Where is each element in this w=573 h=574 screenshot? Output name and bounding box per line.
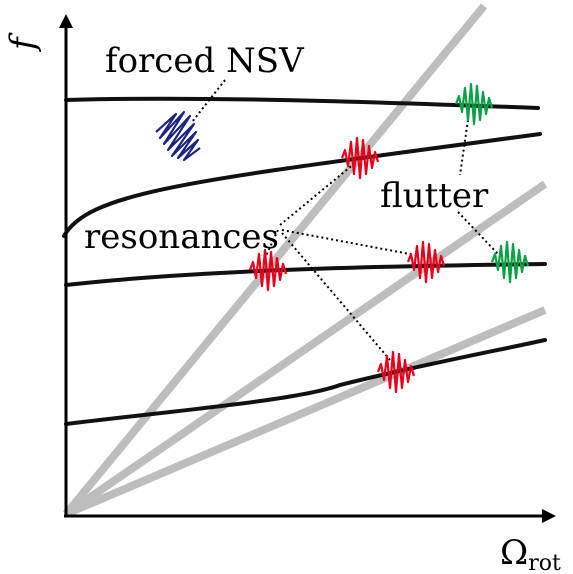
leader-res-c bbox=[282, 230, 415, 255]
mode-lines bbox=[64, 99, 545, 424]
axes bbox=[64, 18, 552, 516]
x-axis-label: Ωrot bbox=[500, 533, 561, 574]
y-axis-label: f bbox=[3, 32, 43, 53]
x-axis-symbol: Ω bbox=[500, 533, 528, 573]
mode-line-2 bbox=[66, 264, 545, 285]
x-axis-subscript: rot bbox=[528, 551, 561, 574]
label-forced-nsv: forced NSV bbox=[105, 41, 305, 81]
engine-order-line-3 bbox=[66, 310, 545, 514]
flutter-burst-icon bbox=[492, 242, 528, 282]
leader-flutter-top bbox=[460, 120, 468, 175]
leader-res-d bbox=[282, 233, 390, 360]
label-resonances: resonances bbox=[84, 217, 279, 257]
label-flutter: flutter bbox=[380, 176, 489, 216]
